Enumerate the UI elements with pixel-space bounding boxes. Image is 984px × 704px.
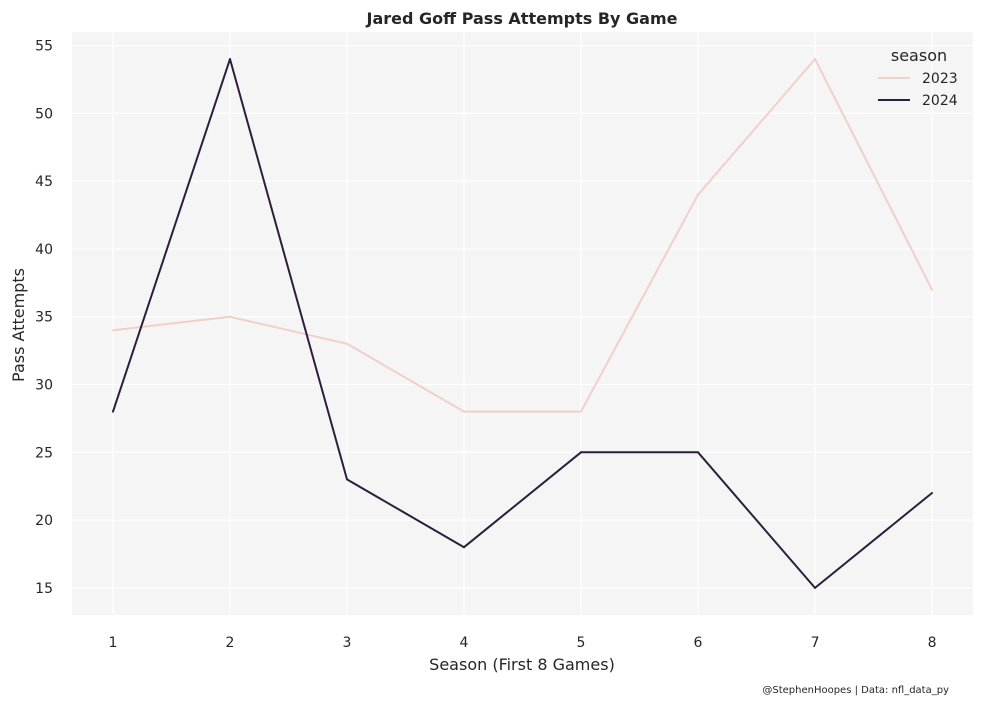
legend-label-2024: 2024 [922,93,958,109]
x-tick-label: 6 [694,635,703,651]
data-point-2024 [931,491,934,494]
data-point-2023 [345,342,348,345]
y-axis-ticks: 15 20 25 30 35 40 45 50 55 [35,39,53,597]
credit-text: @StephenHoopes | Data: nfl_data_py [762,685,949,696]
x-tick-label: 8 [928,635,937,651]
data-point-2023 [111,329,114,332]
series-lines [111,58,934,589]
data-point-2024 [228,58,231,61]
y-tick-label: 50 [35,106,53,122]
x-tick-label: 4 [460,635,469,651]
gridlines [72,32,973,615]
y-axis-label: Pass Attempts [9,268,28,382]
data-point-2023 [697,193,700,196]
y-tick-label: 35 [35,310,53,326]
y-tick-label: 30 [35,378,53,394]
data-point-2024 [111,410,114,413]
y-tick-label: 15 [35,581,53,597]
x-axis-label: Season (First 8 Games) [429,655,615,674]
x-axis-ticks: 1 2 3 4 5 6 7 8 [108,635,936,651]
legend: season 2023 2024 [878,46,958,109]
y-tick-label: 25 [35,445,53,461]
data-point-2024 [814,586,817,589]
legend-label-2023: 2023 [922,71,958,87]
data-point-2023 [580,410,583,413]
data-point-2023 [228,315,231,318]
data-point-2024 [345,478,348,481]
y-tick-label: 55 [35,39,53,55]
x-tick-label: 7 [811,635,820,651]
data-point-2024 [697,451,700,454]
data-point-2023 [931,288,934,291]
x-tick-label: 2 [226,635,235,651]
chart-title: Jared Goff Pass Attempts By Game [366,9,678,28]
x-tick-label: 1 [108,635,117,651]
data-point-2024 [580,451,583,454]
plot-area [72,32,973,615]
data-point-2023 [462,410,465,413]
legend-title: season [891,46,947,65]
series-line-2023 [112,58,933,413]
y-tick-label: 20 [35,513,53,529]
y-tick-label: 40 [35,242,53,258]
data-point-2023 [814,58,817,61]
x-tick-label: 3 [343,635,352,651]
data-point-2024 [462,546,465,549]
x-tick-label: 5 [577,635,586,651]
y-tick-label: 45 [35,174,53,190]
series-line-2024 [112,58,933,589]
